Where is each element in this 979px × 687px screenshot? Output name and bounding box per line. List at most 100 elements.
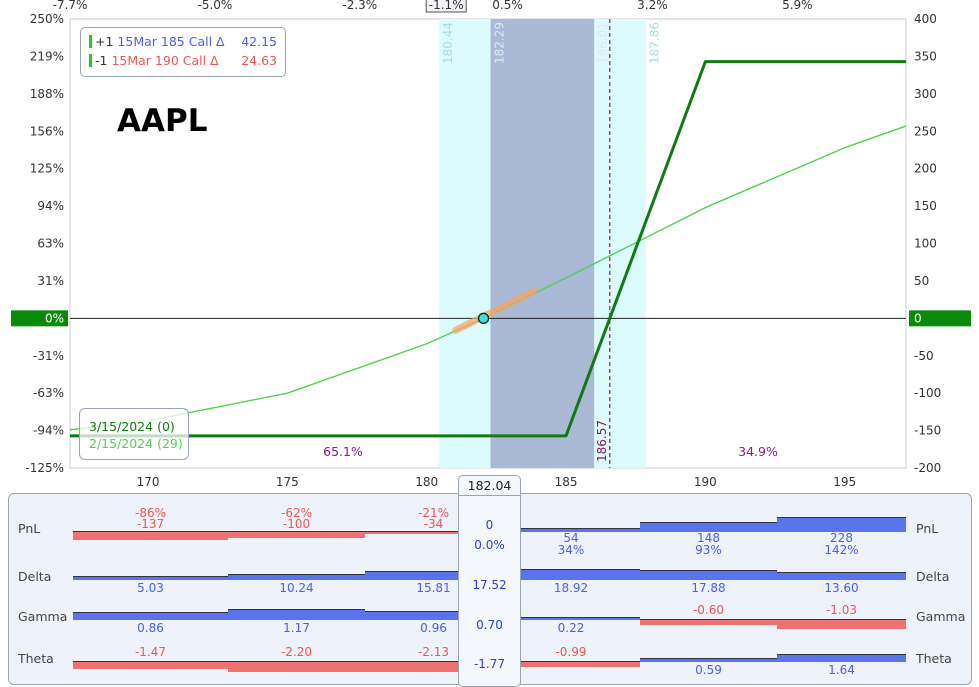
- right-axis-tick: -200: [914, 461, 941, 475]
- current-price-header: 182.04: [459, 476, 520, 496]
- left-axis-tick: -94%: [33, 424, 64, 438]
- greek-value: -86%: [134, 506, 166, 520]
- greek-value: -137: [136, 517, 165, 531]
- right-zero-marker: [909, 310, 971, 327]
- greek-row-label: PnL: [18, 521, 41, 536]
- greek-value: -2.13: [417, 645, 450, 659]
- top-axis-tick: -7.7%: [53, 0, 88, 12]
- greek-bar: [777, 619, 906, 629]
- payoff-chart[interactable]: 180.44 182.29 186.01 187.86 186.57 65.1% 34.9%…: [0, 0, 979, 490]
- legend-marker: [89, 35, 92, 48]
- right-axis-tick: 0: [914, 311, 922, 325]
- current-pnl-pct: 0.0%: [474, 538, 505, 552]
- left-axis-tick: 63%: [37, 237, 64, 251]
- greek-bar: [502, 569, 640, 580]
- greek-value: 0.59: [695, 663, 722, 677]
- greek-value: 93%: [695, 543, 722, 557]
- greek-value: 54: [563, 531, 579, 545]
- left-axis-tick: -31%: [33, 349, 64, 363]
- left-zero-marker: [11, 310, 68, 327]
- right-axis-tick: -100: [914, 386, 941, 400]
- x-axis-tick: 175: [276, 475, 299, 489]
- greek-value: -1.03: [825, 603, 858, 617]
- x-axis-tick: 190: [694, 475, 717, 489]
- greek-value: 142%: [824, 543, 859, 557]
- greek-value: -62%: [280, 506, 312, 520]
- greek-value: 1.17: [283, 621, 310, 635]
- greek-bar: [228, 531, 365, 539]
- greek-bar: [777, 571, 906, 580]
- legend-row-short-call: -1 15Mar 190 Call Δ: [89, 52, 219, 70]
- greek-bar: [502, 661, 640, 667]
- prob-below-label: 65.1%: [323, 444, 363, 459]
- delta-tangent: [452, 287, 538, 334]
- x-axis-tick: 170: [137, 475, 160, 489]
- greek-value: 34%: [557, 543, 585, 557]
- current-price-column[interactable]: 182.04 0 0.0% 17.52 0.70 -1.77: [458, 475, 521, 687]
- x-axis-tick: 185: [555, 475, 578, 489]
- greek-value: -34: [423, 517, 444, 531]
- greek-row-label: Theta: [18, 651, 54, 666]
- left-axis-tick: 94%: [37, 199, 64, 213]
- right-axis-tick: 200: [914, 162, 937, 176]
- greek-value: 0.96: [420, 621, 447, 635]
- top-axis-tick: 0.5%: [492, 0, 523, 12]
- current-price-marker: [477, 312, 490, 324]
- greek-value: -2.20: [280, 645, 313, 659]
- greek-value: 0.86: [137, 621, 164, 635]
- sd-band-label: 182.29: [493, 22, 507, 64]
- greek-bar: [73, 661, 228, 669]
- date-legend[interactable]: 3/15/2024 (0) 2/15/2024 (29): [79, 408, 189, 460]
- left-axis-tick: 31%: [37, 274, 64, 288]
- current-delta-value: 17.52: [472, 578, 507, 592]
- greek-value: 228: [830, 531, 853, 545]
- greek-row-label: Delta: [916, 569, 950, 584]
- greek-bar: [777, 517, 906, 532]
- greek-bar: [365, 531, 502, 535]
- greek-bar: [73, 531, 228, 541]
- legend-qty: +1: [95, 34, 114, 49]
- position-legend: +1 15Mar 185 Call Δ 42.15 -1 15Mar 190 C…: [80, 27, 286, 77]
- legend-qty: -1: [95, 53, 108, 68]
- greek-bar: [502, 617, 640, 620]
- current-theta-value: -1.77: [473, 657, 506, 671]
- right-axis-tick: -150: [914, 424, 941, 438]
- left-axis-tick: 219%: [30, 49, 64, 63]
- right-axis-tick: -50: [914, 349, 934, 363]
- greek-bar: [228, 609, 365, 620]
- right-axis-tick: 150: [914, 199, 937, 213]
- greek-row-label: Gamma: [916, 609, 966, 624]
- greek-value: 15.81: [416, 581, 451, 595]
- legend-desc: 15Mar 190 Call Δ: [111, 53, 219, 68]
- sd-band-label: 187.86: [648, 22, 662, 64]
- ticker-symbol: AAPL: [117, 103, 208, 139]
- sd-band-inner: [490, 19, 595, 468]
- greek-bar: [502, 527, 640, 532]
- legend-row-long-call: +1 15Mar 185 Call Δ: [89, 33, 225, 51]
- right-axis-tick: 250: [914, 124, 937, 138]
- greek-value: 18.92: [553, 581, 589, 595]
- top-axis-tick: 5.9%: [782, 0, 813, 12]
- right-axis-tick: 50: [914, 274, 929, 288]
- left-axis-tick: -125%: [25, 461, 64, 475]
- prob-above-label: 34.9%: [738, 444, 778, 459]
- greek-value: 17.88: [691, 581, 726, 595]
- left-axis-tick: 188%: [30, 87, 64, 101]
- greek-bar: [228, 661, 365, 672]
- greek-row-label: Gamma: [18, 609, 68, 624]
- legend-marker: [89, 54, 92, 67]
- greek-bar: [777, 653, 906, 662]
- right-axis-tick: 300: [914, 87, 937, 101]
- expiry-payoff-line: [70, 60, 906, 438]
- greek-value: -100: [282, 517, 311, 531]
- right-axis-tick: 350: [914, 49, 937, 63]
- greek-bar: [365, 661, 502, 672]
- sd-band-label: 180.44: [441, 22, 455, 64]
- greek-row-label: PnL: [916, 521, 939, 536]
- sd-band-label: 186.01: [596, 22, 610, 64]
- left-axis-tick: 0%: [45, 311, 64, 325]
- right-axis-tick: 400: [914, 12, 937, 26]
- right-axis-tick: 100: [914, 237, 937, 251]
- greek-value: 10.24: [279, 581, 314, 595]
- greek-value: -0.60: [692, 603, 725, 617]
